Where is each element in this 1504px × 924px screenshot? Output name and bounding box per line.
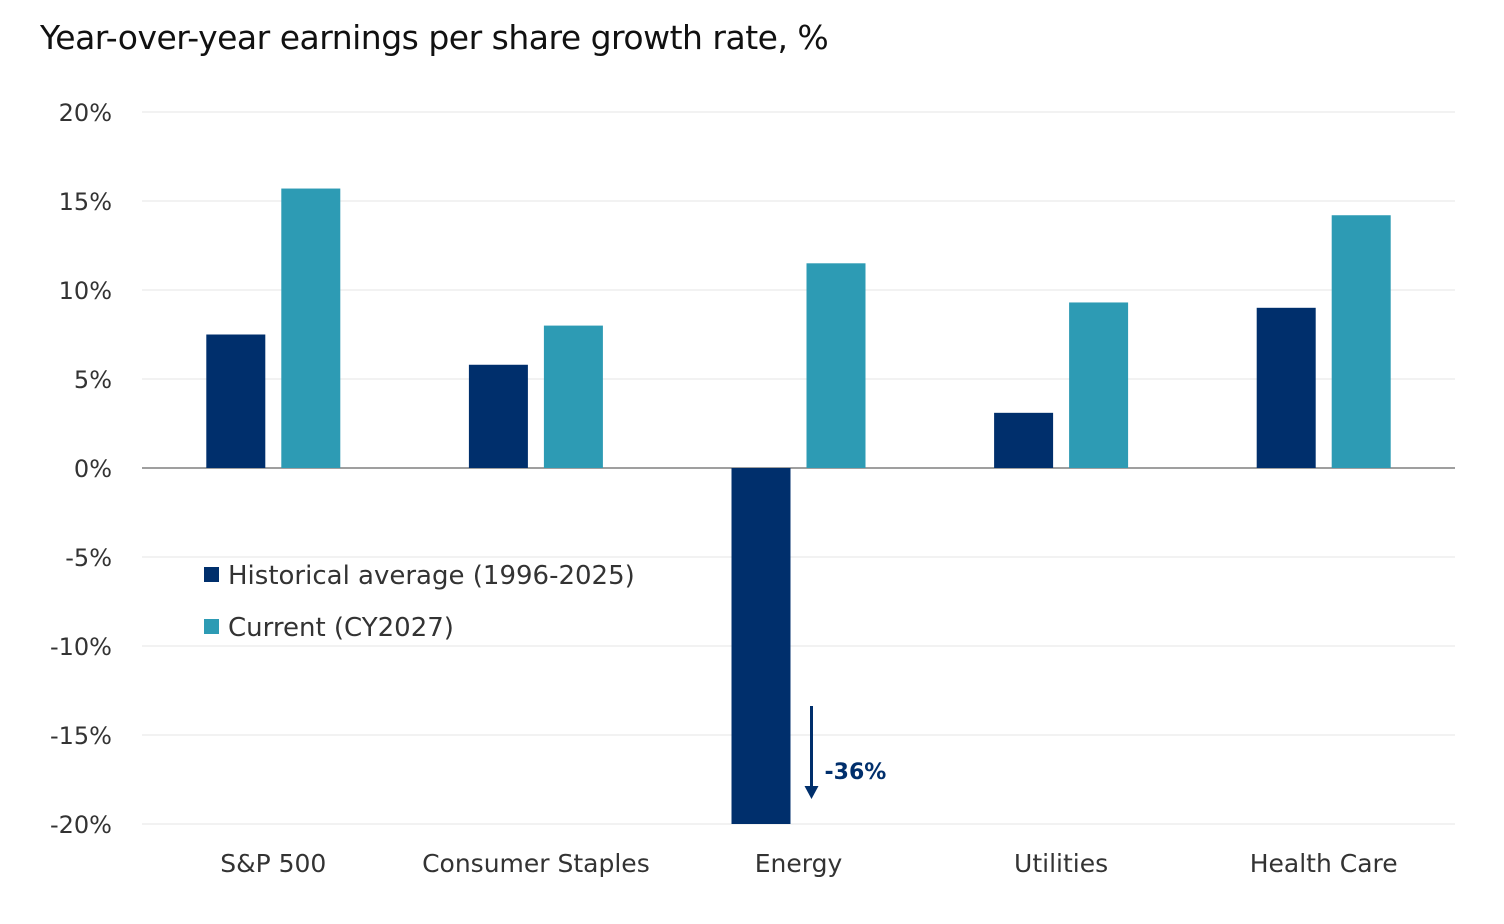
legend-swatch [204,567,219,582]
legend-label: Current (CY2027) [228,613,454,643]
annotation-label: -36% [825,760,887,785]
bar-current [543,325,603,468]
y-tick-label: 15% [59,188,112,216]
chart-title: Year-over-year earnings per share growth… [40,18,829,57]
bar-historical [468,364,528,468]
x-tick-label: S&P 500 [220,849,326,878]
down-arrow-icon [804,786,819,799]
bar-current [806,263,866,468]
x-tick-label: Energy [755,849,843,878]
bar-historical [731,468,791,824]
y-tick-label: -20% [50,811,112,839]
bar-current [281,188,341,469]
bar-historical [994,412,1054,468]
bar-current [1069,302,1129,468]
y-tick-label: 5% [74,366,112,394]
y-tick-label: -10% [50,633,112,661]
x-tick-label: Consumer Staples [422,849,650,878]
y-tick-label: -15% [50,722,112,750]
x-tick-label: Health Care [1250,849,1398,878]
y-tick-label: 20% [59,99,112,127]
bar-current [1331,215,1391,468]
bar-historical [206,334,266,468]
y-tick-label: 10% [59,277,112,305]
legend-label: Historical average (1996-2025) [228,561,635,591]
y-tick-label: 0% [74,455,112,483]
bar-historical [1256,307,1316,468]
y-tick-label: -5% [65,544,112,572]
x-tick-label: Utilities [1014,849,1108,878]
legend-swatch [204,619,219,634]
